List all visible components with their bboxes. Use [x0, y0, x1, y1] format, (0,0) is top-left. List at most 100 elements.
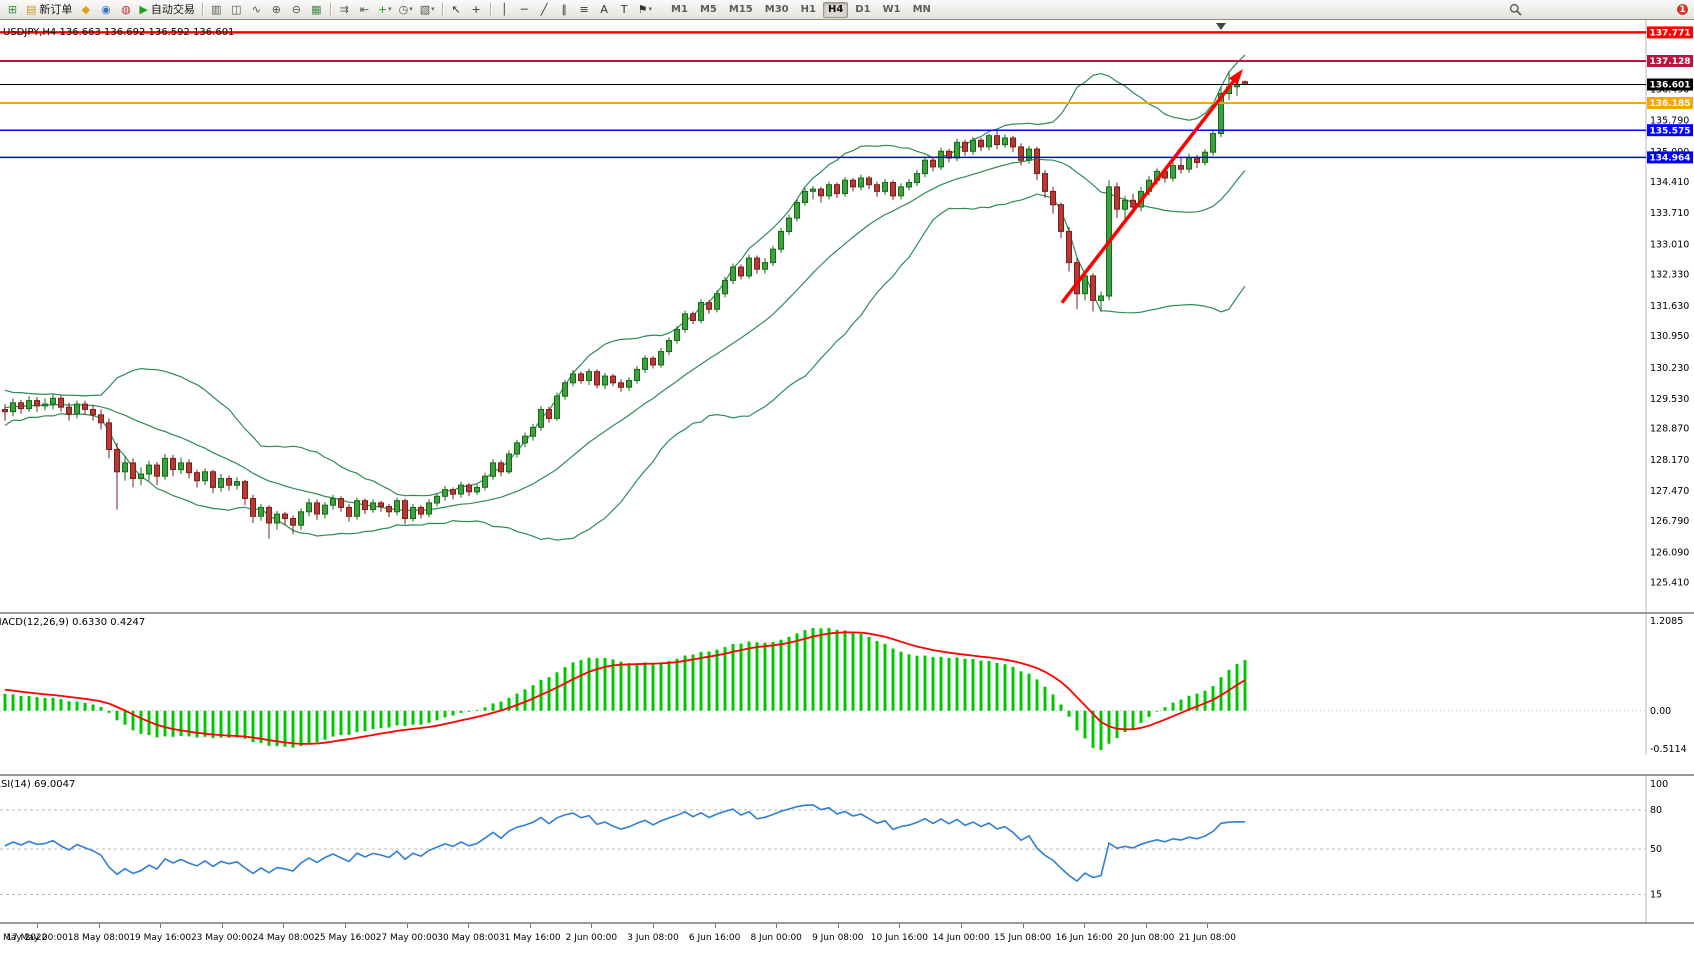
time-label: 6 Jun 16:00 [688, 933, 741, 943]
timeframe-w1-button[interactable]: W1 [882, 3, 901, 15]
trendline-icon: ╱ [540, 3, 548, 16]
timeframe-m30-button[interactable]: M30 [764, 3, 789, 15]
time-tick [468, 924, 470, 928]
mql5-icon: ◆ [81, 3, 91, 16]
auto-scroll-button[interactable]: ⇉ [335, 1, 354, 18]
rsi-axis-labels[interactable]: 100 80 50 15 [1650, 779, 1668, 901]
time-tick [1145, 924, 1147, 928]
timeframe-mn-button[interactable]: MN [912, 3, 931, 15]
time-tick [714, 924, 716, 928]
time-tick [160, 924, 162, 928]
trend-arrow[interactable] [1060, 77, 1238, 304]
time-label: 21 Jun 08:00 [1178, 933, 1236, 943]
bollinger-upper-band[interactable] [4, 54, 1246, 497]
line-chart-icon: ∿ [251, 3, 261, 16]
panel-divider[interactable] [0, 774, 1694, 776]
bar-chart-button[interactable]: ▥ [207, 1, 226, 18]
zoom-in-button[interactable]: ⊕ [267, 1, 286, 18]
time-label: 2 Jun 00:00 [565, 933, 618, 943]
community-icon: ◍ [121, 3, 131, 16]
autotrading-button-label: 自动交易 [150, 3, 195, 16]
vertical-line-button[interactable]: │ [495, 1, 514, 18]
macd-axis-labels[interactable]: 1.2085 0.00 -0.5114 [1650, 616, 1687, 754]
channel-icon: ∥ [561, 3, 567, 16]
time-tick [1022, 924, 1024, 928]
chart-shift-marker[interactable] [1216, 23, 1226, 30]
time-tick [899, 924, 901, 928]
horizontal-line-button[interactable]: ─ [515, 1, 534, 18]
macd-signal-line [4, 631, 1246, 745]
timeframe-h4-button[interactable]: H4 [822, 1, 849, 18]
svg-text:134.964: 134.964 [1650, 154, 1691, 164]
svg-text:135.790: 135.790 [1650, 116, 1689, 127]
time-tick [776, 924, 778, 928]
candlestick-series [2, 71, 1248, 539]
rsi-plot[interactable]: 100 80 50 15 [0, 776, 1694, 922]
candlestick-button[interactable]: ◫ [227, 1, 246, 18]
time-axis[interactable]: May 2022 17 May 00:00 18 May 08:00 19 May 1… [0, 924, 1694, 963]
search-button[interactable] [1506, 1, 1525, 18]
crosshair-icon: + [471, 3, 481, 16]
periods-button[interactable]: ◷ ▾ [396, 1, 416, 18]
chart-shift-button[interactable]: ⇤ [355, 1, 374, 18]
svg-text:126.790: 126.790 [1650, 516, 1689, 527]
macd-plot[interactable]: 1.2085 0.00 -0.5114 [0, 614, 1694, 754]
fibonacci-button[interactable]: ≡ [575, 1, 594, 18]
new-chart-button[interactable]: ⊞ [3, 1, 22, 18]
trendline-button[interactable]: ╱ [535, 1, 554, 18]
time-label: 23 May 00:00 [190, 933, 253, 943]
time-label: 8 Jun 00:00 [750, 933, 802, 943]
time-label: 18 May 08:00 [67, 933, 130, 943]
community-button[interactable]: ◍ [116, 1, 135, 18]
text-button[interactable]: A [595, 1, 614, 18]
timeframe-m5-button[interactable]: M5 [699, 3, 717, 15]
svg-text:127.470: 127.470 [1650, 486, 1689, 497]
arrows-button[interactable]: ⚑ ▾ [635, 1, 655, 18]
timeframe-m1-button[interactable]: M1 [671, 3, 688, 15]
svg-text:0.00: 0.00 [1650, 706, 1671, 717]
autotrading-button[interactable]: ▶ 自动交易 [136, 1, 197, 18]
time-label: May 2022 [3, 933, 48, 943]
new-chart-icon: ⊞ [7, 3, 18, 16]
zoom-out-button[interactable]: ⊖ [287, 1, 306, 18]
line-chart-button[interactable]: ∿ [247, 1, 266, 18]
toolbar-separator [489, 3, 491, 16]
chart-window[interactable]: 136.490135.790135.090134.410133.710133.0… [0, 20, 1694, 963]
time-label: 3 Jun 08:00 [627, 933, 679, 943]
time-label: 27 May 00:00 [375, 933, 438, 943]
time-label: 24 May 08:00 [252, 933, 315, 943]
time-label: 20 Jun 08:00 [1117, 933, 1175, 943]
label-button[interactable]: T [615, 1, 634, 18]
mql5-button[interactable]: ◆ [76, 1, 95, 18]
time-tick [283, 924, 285, 928]
new-order-button[interactable]: ▤ 新订单 [23, 1, 75, 18]
profile-button[interactable]: ◉ [96, 1, 115, 18]
crosshair-button[interactable]: + [467, 1, 486, 18]
new-order-button-label: 新订单 [39, 3, 73, 16]
timeframe-m15-button[interactable]: M15 [728, 3, 753, 15]
svg-text:133.010: 133.010 [1650, 239, 1689, 250]
macd-panel[interactable]: 1.2085 0.00 -0.5114 MACD(12,26,9) 0.6330 0… [0, 614, 1694, 754]
price-plot[interactable]: 136.490135.790135.090134.410133.710133.0… [0, 20, 1694, 612]
time-tick [406, 924, 408, 928]
indicators-button[interactable]: + ▾ [375, 1, 395, 18]
svg-text:128.170: 128.170 [1650, 455, 1689, 466]
templates-button[interactable]: ▧ ▾ [417, 1, 438, 18]
svg-text:136.185: 136.185 [1650, 99, 1691, 109]
channel-button[interactable]: ∥ [555, 1, 574, 18]
autotrading-icon: ▶ [139, 3, 148, 16]
text-icon: A [600, 3, 608, 16]
time-label: 19 May 16:00 [129, 933, 192, 943]
trend-arrow-head[interactable] [1228, 69, 1243, 85]
tile-windows-button[interactable]: ▦ [307, 1, 326, 18]
bollinger-lower-band[interactable] [4, 193, 1246, 541]
timeframe-h1-button[interactable]: H1 [800, 3, 816, 15]
price-chart-panel[interactable]: 136.490135.790135.090134.410133.710133.0… [0, 20, 1694, 612]
rsi-line [4, 804, 1245, 883]
rsi-panel[interactable]: 100 80 50 15 RSI(14) 69.0047 [0, 776, 1694, 922]
timeframe-d1-button[interactable]: D1 [855, 3, 871, 15]
label-icon: T [620, 3, 628, 16]
panel-divider[interactable] [0, 612, 1694, 614]
cursor-button[interactable]: ↖ [447, 1, 466, 18]
notification-badge[interactable]: 1 [1676, 3, 1689, 16]
